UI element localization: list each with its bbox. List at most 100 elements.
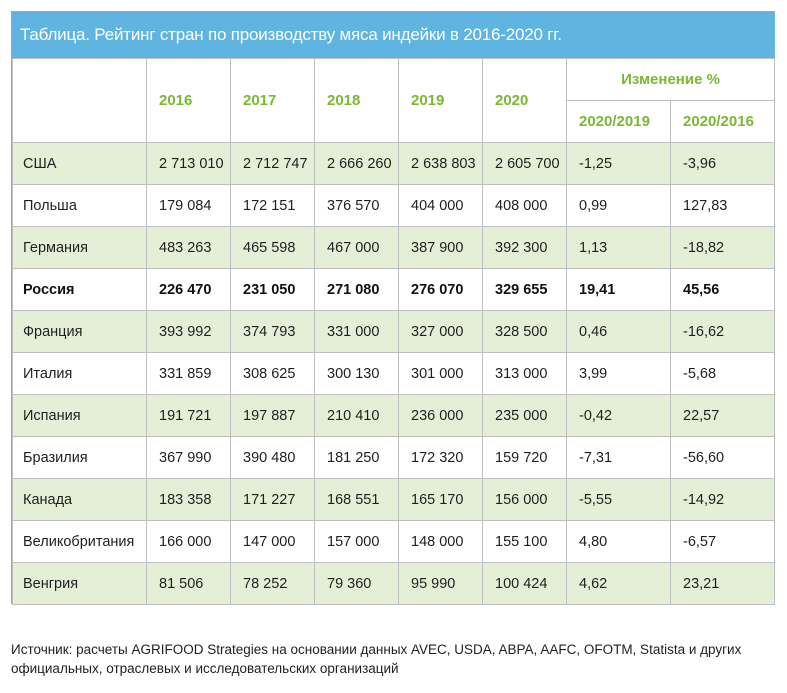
production-value-cell-2020: 2 605 700 xyxy=(482,142,567,185)
production-value-cell-2019: 236 000 xyxy=(398,394,483,437)
change-2020-2019-cell: 0,99 xyxy=(566,184,671,227)
header-change-group: Изменение % xyxy=(566,58,775,101)
header-change-2020-2016: 2020/2016 xyxy=(670,100,775,143)
production-value-cell-2020: 329 655 xyxy=(482,268,567,311)
production-value-cell-2017: 2 712 747 xyxy=(230,142,315,185)
table-row: Канада 183 358 171 227 168 551 165 170 156 00… xyxy=(12,478,775,521)
change-2020-2019-cell: -0,42 xyxy=(566,394,671,437)
production-value-cell-2016: 183 358 xyxy=(146,478,231,521)
production-value-cell-2020: 100 424 xyxy=(482,562,567,605)
production-value-cell-2017: 374 793 xyxy=(230,310,315,353)
production-value-cell-2017: 78 252 xyxy=(230,562,315,605)
production-value-cell-2020: 328 500 xyxy=(482,310,567,353)
change-2020-2019-cell: -7,31 xyxy=(566,436,671,479)
production-value-cell-2018: 376 570 xyxy=(314,184,399,227)
production-value-cell-2016: 226 470 xyxy=(146,268,231,311)
production-value-cell-2018: 271 080 xyxy=(314,268,399,311)
change-2020-2016-cell: -16,62 xyxy=(670,310,775,353)
country-cell: Франция xyxy=(12,310,147,353)
production-value-cell-2019: 165 170 xyxy=(398,478,483,521)
production-value-cell-2016: 331 859 xyxy=(146,352,231,395)
change-2020-2019-cell: 4,80 xyxy=(566,520,671,563)
production-value-cell-2016: 179 084 xyxy=(146,184,231,227)
production-value-cell-2016: 191 721 xyxy=(146,394,231,437)
change-2020-2016-cell: 45,56 xyxy=(670,268,775,311)
change-2020-2016-cell: -14,92 xyxy=(670,478,775,521)
production-value-cell-2016: 2 713 010 xyxy=(146,142,231,185)
country-cell: Канада xyxy=(12,478,147,521)
production-value-cell-2017: 197 887 xyxy=(230,394,315,437)
change-2020-2019-cell: 3,99 xyxy=(566,352,671,395)
production-value-cell-2017: 231 050 xyxy=(230,268,315,311)
production-value-cell-2018: 2 666 260 xyxy=(314,142,399,185)
change-2020-2019-cell: 0,46 xyxy=(566,310,671,353)
production-value-cell-2017: 171 227 xyxy=(230,478,315,521)
country-cell: Испания xyxy=(12,394,147,437)
production-value-cell-2020: 159 720 xyxy=(482,436,567,479)
table-row: Италия 331 859 308 625 300 130 301 000 313 00… xyxy=(12,352,775,395)
table-header: 2016 2017 2018 2019 2020 Изменение % 202… xyxy=(12,58,775,143)
production-value-cell-2019: 301 000 xyxy=(398,352,483,395)
header-year-2017: 2017 xyxy=(230,58,315,143)
change-2020-2016-cell: -56,60 xyxy=(670,436,775,479)
header-year-2020: 2020 xyxy=(482,58,567,143)
production-value-cell-2019: 276 070 xyxy=(398,268,483,311)
change-2020-2019-cell: -5,55 xyxy=(566,478,671,521)
country-cell: США xyxy=(12,142,147,185)
production-value-cell-2019: 387 900 xyxy=(398,226,483,269)
production-value-cell-2018: 467 000 xyxy=(314,226,399,269)
table-body: США 2 713 010 2 712 747 2 666 260 2 638 803 2… xyxy=(12,142,775,605)
header-change-2020-2019: 2020/2019 xyxy=(566,100,671,143)
production-value-cell-2017: 390 480 xyxy=(230,436,315,479)
production-value-cell-2018: 168 551 xyxy=(314,478,399,521)
production-value-cell-2019: 404 000 xyxy=(398,184,483,227)
table-row: Венгрия 81 506 78 252 79 360 95 990 100 424 4,… xyxy=(12,562,775,605)
production-value-cell-2018: 210 410 xyxy=(314,394,399,437)
production-value-cell-2020: 392 300 xyxy=(482,226,567,269)
production-value-cell-2020: 156 000 xyxy=(482,478,567,521)
table-row: США 2 713 010 2 712 747 2 666 260 2 638 803 2… xyxy=(12,142,775,185)
production-value-cell-2020: 155 100 xyxy=(482,520,567,563)
change-2020-2016-cell: 23,21 xyxy=(670,562,775,605)
production-value-cell-2016: 393 992 xyxy=(146,310,231,353)
production-value-cell-2017: 465 598 xyxy=(230,226,315,269)
production-value-cell-2020: 408 000 xyxy=(482,184,567,227)
production-value-cell-2018: 300 130 xyxy=(314,352,399,395)
production-value-cell-2018: 79 360 xyxy=(314,562,399,605)
country-cell: Венгрия xyxy=(12,562,147,605)
production-value-cell-2017: 172 151 xyxy=(230,184,315,227)
table-row: Франция 393 992 374 793 331 000 327 000 328 5… xyxy=(12,310,775,353)
table-frame: Таблица. Рейтинг стран по производству м… xyxy=(11,11,775,605)
production-value-cell-2017: 147 000 xyxy=(230,520,315,563)
table-row: Великобритания 166 000 147 000 157 000 148 0… xyxy=(12,520,775,563)
production-value-cell-2019: 2 638 803 xyxy=(398,142,483,185)
change-2020-2019-cell: 1,13 xyxy=(566,226,671,269)
production-value-cell-2016: 483 263 xyxy=(146,226,231,269)
country-cell: Польша xyxy=(12,184,147,227)
change-2020-2019-cell: 4,62 xyxy=(566,562,671,605)
table-row: Германия 483 263 465 598 467 000 387 900 392 … xyxy=(12,226,775,269)
production-value-cell-2020: 235 000 xyxy=(482,394,567,437)
change-2020-2016-cell: -18,82 xyxy=(670,226,775,269)
header-year-2019: 2019 xyxy=(398,58,483,143)
table-row: Россия 226 470 231 050 271 080 276 070 329 65… xyxy=(12,268,775,311)
change-2020-2016-cell: 127,83 xyxy=(670,184,775,227)
country-cell: Россия xyxy=(12,268,147,311)
production-value-cell-2016: 166 000 xyxy=(146,520,231,563)
country-cell: Италия xyxy=(12,352,147,395)
production-value-cell-2020: 313 000 xyxy=(482,352,567,395)
production-value-cell-2018: 181 250 xyxy=(314,436,399,479)
country-cell: Бразилия xyxy=(12,436,147,479)
production-value-cell-2019: 327 000 xyxy=(398,310,483,353)
production-value-cell-2016: 367 990 xyxy=(146,436,231,479)
table-row: Бразилия 367 990 390 480 181 250 172 320 159 … xyxy=(12,436,775,479)
change-2020-2016-cell: 22,57 xyxy=(670,394,775,437)
header-country-cell xyxy=(12,58,147,143)
change-2020-2016-cell: -5,68 xyxy=(670,352,775,395)
production-value-cell-2017: 308 625 xyxy=(230,352,315,395)
production-value-cell-2018: 331 000 xyxy=(314,310,399,353)
header-year-2016: 2016 xyxy=(146,58,231,143)
table-title: Таблица. Рейтинг стран по производству м… xyxy=(12,12,774,58)
production-value-cell-2016: 81 506 xyxy=(146,562,231,605)
change-2020-2019-cell: 19,41 xyxy=(566,268,671,311)
